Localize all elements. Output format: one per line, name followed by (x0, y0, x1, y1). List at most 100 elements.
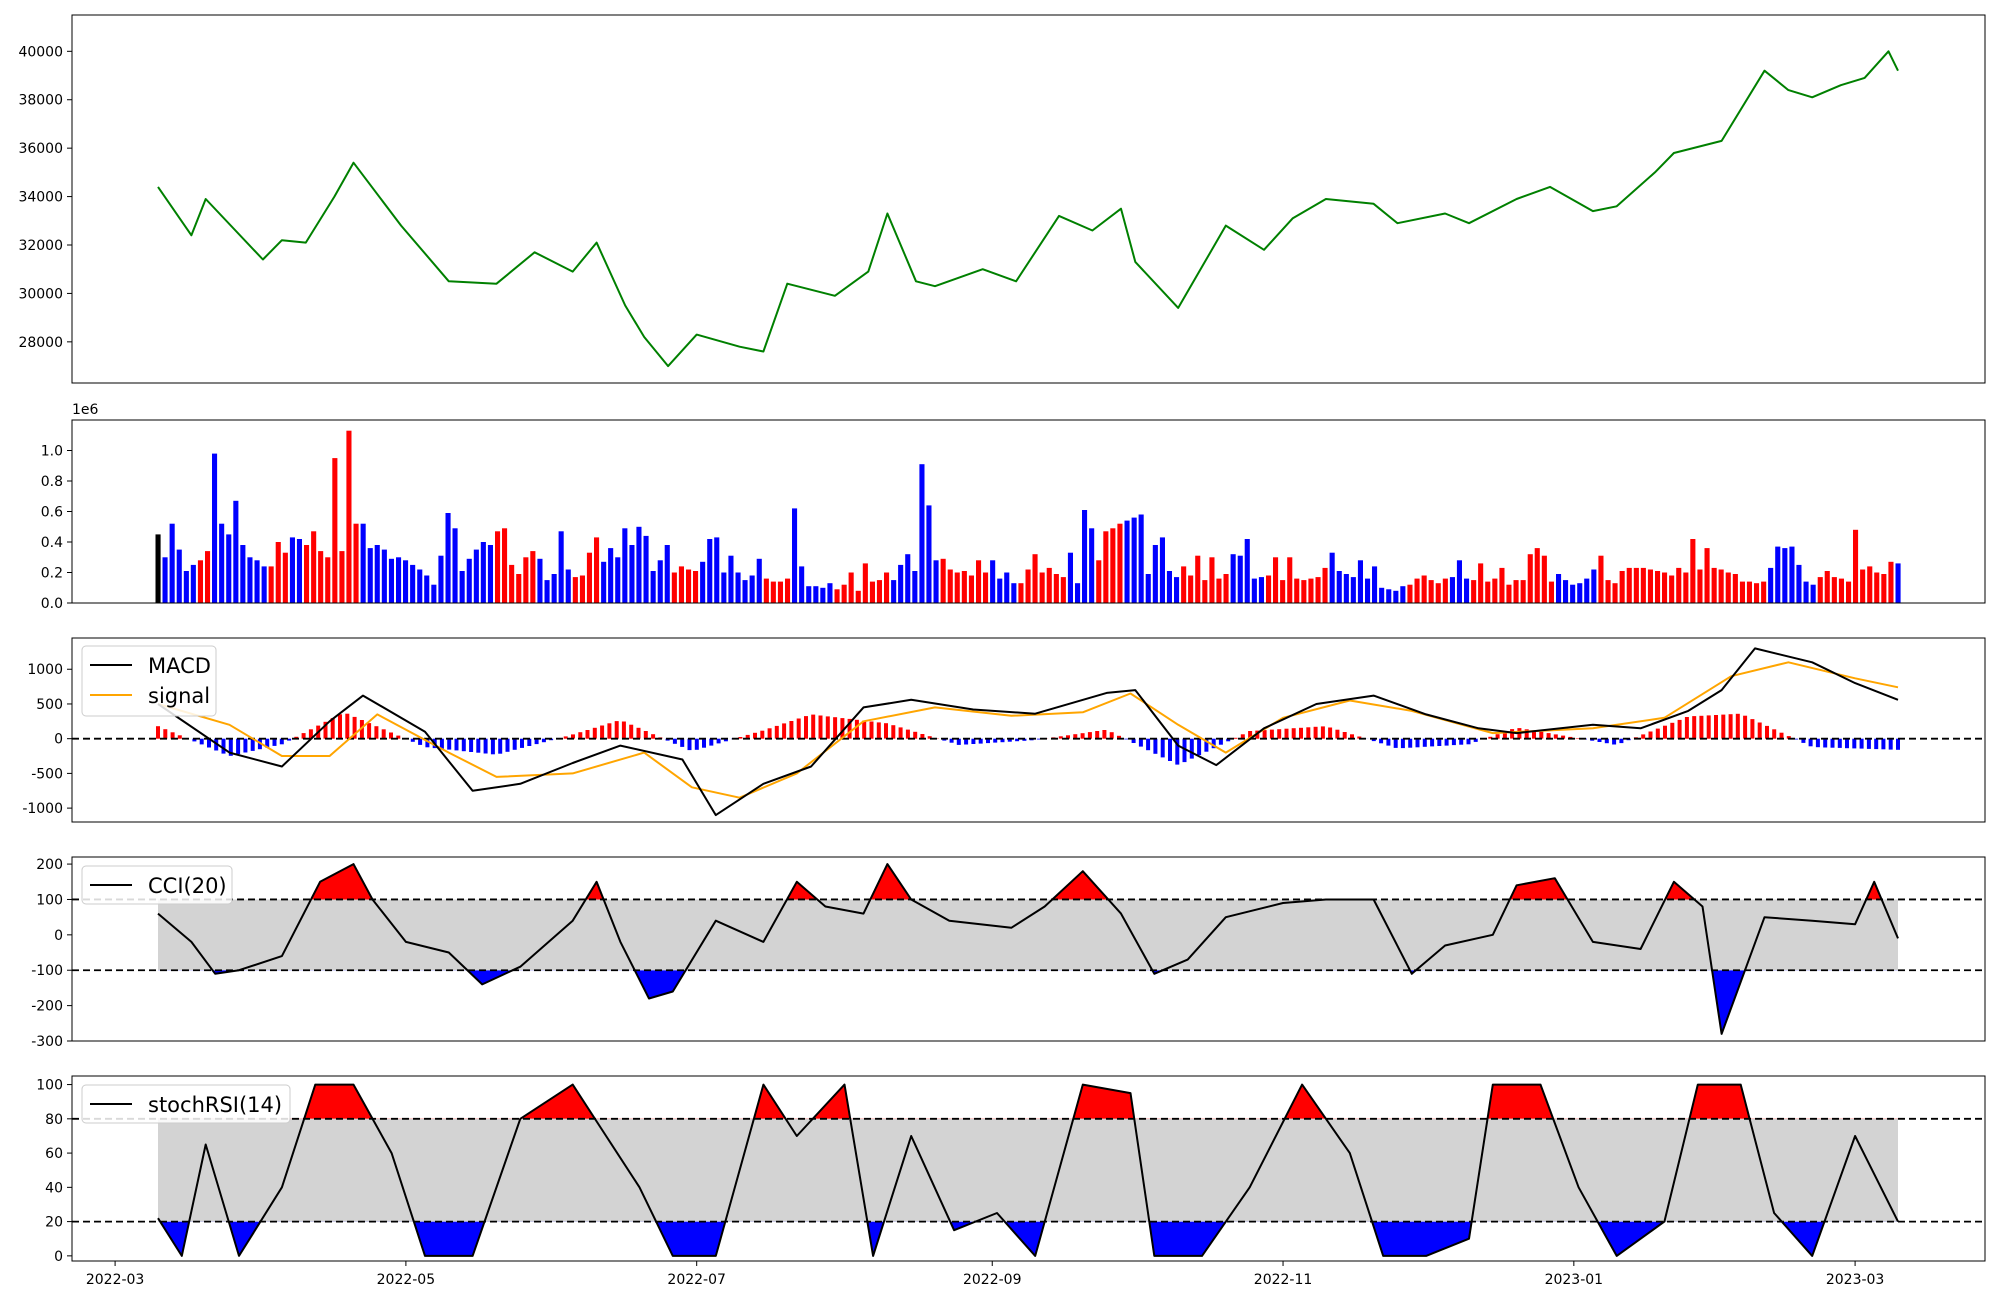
volume-bar (1046, 567, 1052, 603)
price-y-tick-label: 28000 (18, 335, 63, 351)
macd-histogram-bar (1655, 728, 1660, 739)
volume-bar (1166, 571, 1172, 603)
volume-bar (1280, 580, 1286, 603)
volume-bar (686, 569, 692, 603)
volume-bar (693, 571, 699, 603)
macd-histogram-bar (578, 732, 583, 739)
volume-bar (410, 564, 416, 603)
macd-histogram-bar (1684, 717, 1689, 739)
volume-bar (643, 535, 649, 603)
volume-bar (1754, 583, 1760, 603)
macd-histogram-bar (520, 738, 524, 748)
stoch-rsi-oversold-fill (160, 1221, 1825, 1256)
volume-bar (1789, 546, 1795, 603)
macd-histogram-bar (964, 738, 969, 745)
macd-histogram-bar (367, 723, 372, 739)
macd-histogram-bar (1153, 738, 1158, 754)
volume-bar (1577, 583, 1583, 603)
macd-histogram-bar (905, 729, 910, 739)
volume-bar (707, 539, 713, 603)
volume-bar (565, 569, 571, 603)
macd-histogram-bar (228, 738, 233, 756)
macd-histogram-bar (1881, 738, 1886, 750)
macd-histogram-bar (1197, 738, 1202, 756)
macd-histogram-bar (1350, 734, 1354, 739)
macd-histogram-bar (1306, 727, 1311, 739)
macd-histogram-bar (1866, 738, 1871, 749)
volume-frame (71, 419, 1986, 604)
volume-bar (1287, 557, 1293, 604)
macd-histogram-bar (804, 716, 808, 739)
macd-histogram-bar (942, 738, 947, 741)
macd-legend: MACD signal (81, 645, 217, 717)
volume-bar (813, 586, 819, 603)
volume-bar (1174, 577, 1180, 603)
macd-histogram-bar (753, 732, 757, 739)
volume-bar (268, 566, 274, 603)
volume-bar (770, 581, 776, 603)
volume-bar (1471, 580, 1477, 603)
volume-bar (381, 549, 387, 603)
macd-histogram-bar (294, 736, 299, 739)
macd-histogram-bar (1728, 714, 1733, 739)
volume-bar (1159, 537, 1165, 603)
volume-bar (388, 558, 394, 603)
macd-histogram-bar (418, 738, 423, 745)
volume-bar (947, 569, 953, 603)
volume-bar (968, 575, 974, 603)
volume-bar (1838, 578, 1844, 603)
volume-bar (1273, 557, 1279, 604)
macd-histogram-bar (1124, 738, 1129, 740)
volume-bar (1704, 548, 1710, 603)
cci-y-tick-label: 200 (36, 857, 63, 873)
volume-bar (728, 555, 734, 603)
volume-bar (1669, 575, 1675, 603)
volume-bar (848, 572, 854, 603)
volume-bar (834, 589, 840, 603)
volume-bar (1089, 528, 1095, 603)
macd-histogram-bar (774, 725, 779, 739)
macd-histogram-bar (490, 738, 495, 755)
x-tick-label: 2022-03 (86, 1272, 145, 1288)
macd-histogram-bar (279, 738, 284, 745)
volume-bar (1039, 572, 1045, 603)
volume-bar (1336, 571, 1342, 603)
volume-bar (523, 557, 529, 604)
volume-bar (495, 531, 501, 603)
macd-histogram-bar (993, 738, 998, 743)
macd-y-tick-label: -1000 (22, 801, 63, 817)
macd-histogram-bar (643, 731, 648, 739)
macd-histogram-bar (207, 738, 211, 748)
volume-bar (650, 571, 656, 603)
volume-y-tick-label: 1.0 (41, 444, 63, 460)
volume-bar (1874, 572, 1880, 603)
volume-bar (1195, 555, 1201, 603)
volume-bar (671, 572, 677, 603)
stoch-rsi-y-tick-label: 100 (36, 1078, 63, 1094)
macd-histogram-bar (221, 738, 226, 754)
macd-histogram-bar (469, 738, 474, 752)
macd-histogram-bar (621, 721, 626, 739)
macd-histogram-bar (1189, 738, 1194, 759)
macd-histogram-bar (1117, 735, 1121, 739)
volume-bar (247, 557, 253, 604)
macd-histogram-bar (1670, 722, 1675, 739)
volume-bar (530, 551, 536, 603)
volume-bar (1400, 586, 1406, 603)
volume-bar (1329, 552, 1335, 603)
volume-bar (282, 552, 288, 603)
volume-bar (289, 537, 295, 603)
volume-bar (183, 571, 189, 603)
macd-histogram-bar (1852, 738, 1857, 749)
macd-histogram-bar (1539, 731, 1544, 739)
macd-histogram-bar (607, 723, 612, 739)
price-y-tick-label: 40000 (18, 44, 63, 60)
price-y-tick-label: 34000 (18, 190, 63, 206)
volume-bar (1506, 584, 1512, 603)
stoch-rsi-line (157, 1083, 1899, 1257)
macd-histogram-bar (1459, 738, 1464, 745)
macd-histogram-bar (920, 734, 925, 739)
volume-bar (1676, 567, 1682, 603)
macd-histogram-bar (614, 721, 619, 739)
macd-histogram-bar (1575, 738, 1580, 739)
